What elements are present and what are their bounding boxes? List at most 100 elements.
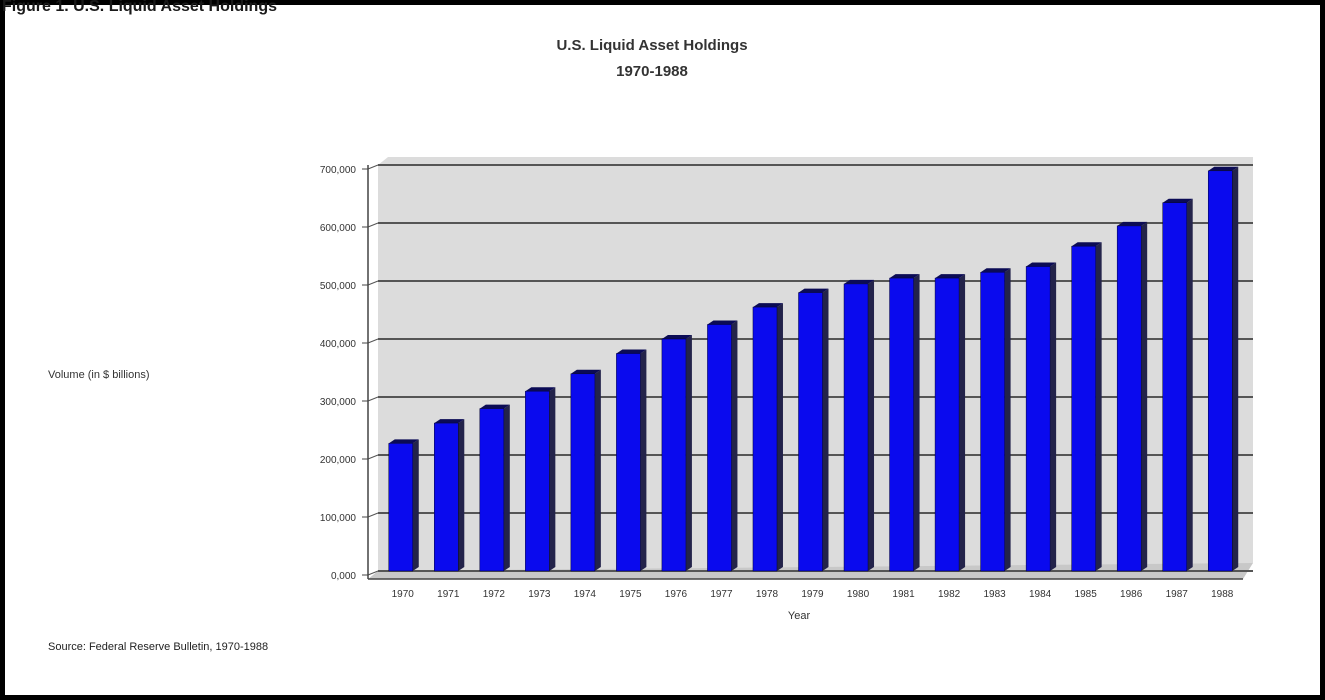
x-tick-label: 1975 xyxy=(619,589,642,600)
bar-top xyxy=(525,387,556,392)
chart-subtitle: 1970-1988 xyxy=(616,63,688,80)
bar-top xyxy=(1162,198,1193,203)
source-note: Source: Federal Reserve Bulletin, 1970-1… xyxy=(48,641,269,653)
bar-side xyxy=(1141,221,1148,571)
x-tick-label: 1986 xyxy=(1120,589,1143,600)
bar-side xyxy=(822,288,829,571)
bar-side xyxy=(868,279,875,571)
bar-top xyxy=(479,404,510,409)
bar xyxy=(1162,202,1187,572)
bar-side xyxy=(685,335,692,571)
bar-side xyxy=(776,303,783,571)
bar xyxy=(1025,266,1051,572)
y-tick-label: 500,000 xyxy=(320,281,357,292)
x-tick-label: 1988 xyxy=(1211,589,1234,600)
bar-top xyxy=(1071,242,1102,247)
bar xyxy=(980,272,1005,572)
grid-line-edge xyxy=(367,512,379,518)
bar-side xyxy=(594,369,601,571)
grid-line-edge xyxy=(367,338,379,344)
bar-top xyxy=(661,335,692,339)
x-tick-label: 1972 xyxy=(483,589,506,600)
x-axis-label: Year xyxy=(788,610,811,622)
bar-top xyxy=(1026,262,1057,267)
bar-top xyxy=(570,369,601,374)
y-tick-label: 0,000 xyxy=(331,571,356,582)
bar xyxy=(934,277,960,572)
bar-side xyxy=(1186,198,1193,571)
x-tick-label: 1973 xyxy=(528,589,551,600)
y-tick-label: 100,000 xyxy=(320,513,357,524)
grid-line-edge xyxy=(367,280,379,286)
bar-top xyxy=(616,349,647,354)
grid-line-edge xyxy=(367,222,379,228)
bar-side xyxy=(503,404,510,571)
bar xyxy=(1116,225,1142,572)
bar-top xyxy=(752,303,783,308)
grid-line-edge xyxy=(367,164,379,170)
x-tick-label: 1970 xyxy=(392,589,415,600)
x-tick-label: 1971 xyxy=(437,589,460,600)
bar-top xyxy=(388,439,419,444)
bar-top xyxy=(434,419,465,424)
bar xyxy=(843,283,869,572)
plot-area: 0,000 100,000 200,000 300,000 400,000 500,000… xyxy=(320,157,1253,600)
bar-side xyxy=(913,274,920,571)
bar-top xyxy=(1208,166,1239,171)
bar xyxy=(798,292,823,572)
bar-top xyxy=(798,288,829,293)
x-tick-label: 1981 xyxy=(892,589,915,600)
bar xyxy=(752,306,778,572)
y-tick-label: 200,000 xyxy=(320,455,357,466)
bar-top xyxy=(935,274,966,279)
y-tick-label: 400,000 xyxy=(320,339,357,350)
bar-top xyxy=(980,268,1011,273)
bar-side xyxy=(1095,242,1102,571)
bar xyxy=(434,422,459,572)
bar xyxy=(616,353,641,572)
chart-title: U.S. Liquid Asset Holdings xyxy=(556,37,747,54)
bar-side xyxy=(640,349,647,571)
x-tick-label: 1979 xyxy=(801,589,824,600)
grid-line-edge xyxy=(367,454,379,460)
x-tick-label: 1987 xyxy=(1166,589,1189,600)
bar xyxy=(388,443,414,572)
bar xyxy=(661,338,687,572)
grid-line-edge xyxy=(367,396,379,402)
bar xyxy=(707,324,732,572)
bar-side xyxy=(1050,262,1057,571)
bar xyxy=(889,277,914,572)
bar-top xyxy=(1117,221,1148,226)
bar-side xyxy=(412,439,419,571)
bar-top xyxy=(844,279,875,284)
x-tick-label: 1976 xyxy=(665,589,688,600)
x-tick-label: 1977 xyxy=(710,589,733,600)
bar-side xyxy=(1232,166,1239,572)
x-tick-label: 1980 xyxy=(847,589,870,600)
bar-top xyxy=(707,320,738,325)
bar xyxy=(570,373,596,572)
bar-side xyxy=(1004,268,1011,571)
x-tick-label: 1983 xyxy=(983,589,1006,600)
y-tick-label: 600,000 xyxy=(320,223,357,234)
x-tick-label: 1984 xyxy=(1029,589,1052,600)
bar-top xyxy=(889,274,920,279)
grid-line-edge xyxy=(367,570,379,576)
y-tick-label: 700,000 xyxy=(320,165,357,176)
x-tick-label: 1985 xyxy=(1075,589,1098,600)
bar-side xyxy=(549,387,556,571)
bar xyxy=(479,408,505,572)
bar-side xyxy=(731,320,738,571)
figure-caption: Figure 1. U.S. Liquid Asset Holdings xyxy=(2,0,277,15)
bar xyxy=(1071,245,1096,572)
y-axis-label: Volume (in $ billions) xyxy=(48,369,150,381)
x-tick-label: 1982 xyxy=(938,589,961,600)
bar xyxy=(525,390,550,572)
x-tick-label: 1978 xyxy=(756,589,779,600)
bar-side xyxy=(458,419,465,571)
x-tick-label: 1974 xyxy=(574,589,597,600)
bar xyxy=(1207,170,1233,572)
bar-side xyxy=(959,274,966,571)
